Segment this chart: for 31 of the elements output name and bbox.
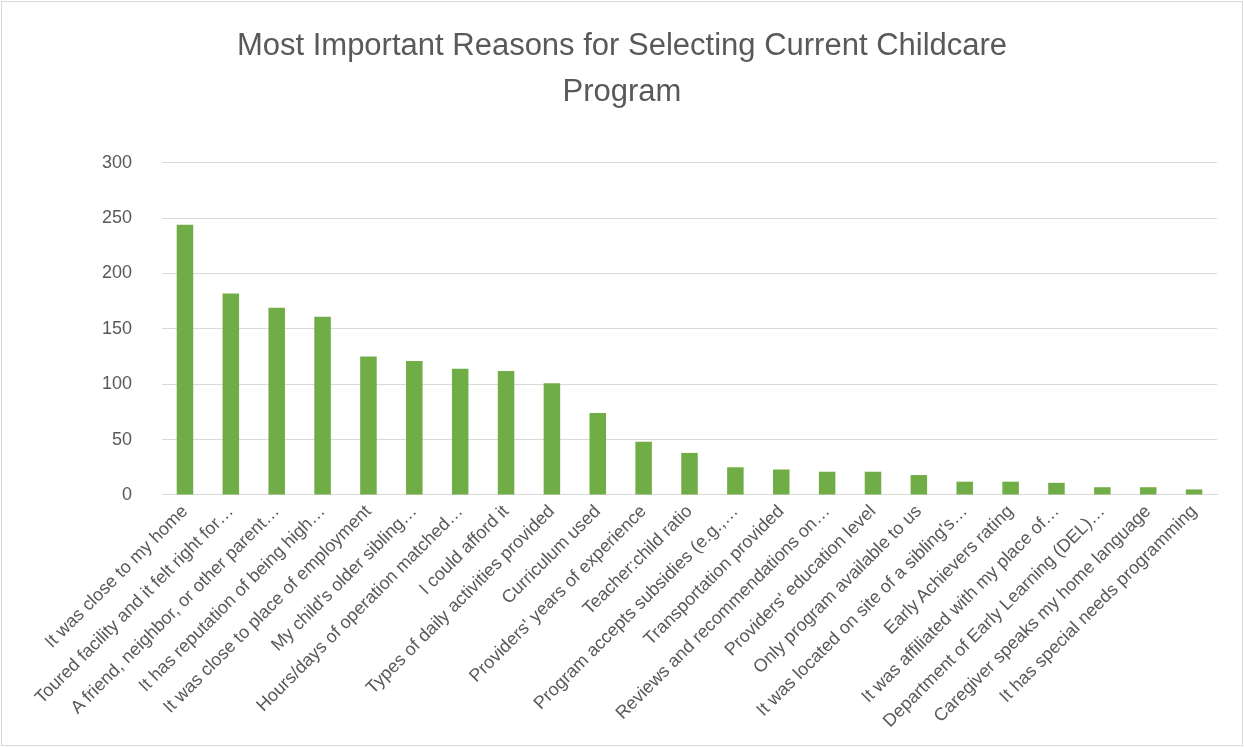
y-tick-label: 100 (101, 373, 133, 394)
chart-title: Most Important Reasons for Selecting Current Childcare Program (235, 26, 1009, 110)
bar (681, 452, 698, 495)
bar (497, 370, 515, 495)
bar (268, 307, 285, 495)
bar (176, 224, 194, 495)
bar (406, 360, 423, 495)
bar (956, 481, 973, 495)
y-tick-label: 50 (112, 428, 133, 449)
bar (589, 413, 607, 495)
bar (910, 475, 928, 495)
bar (864, 471, 882, 495)
bar (543, 383, 561, 495)
bar (818, 471, 836, 495)
y-tick-label: 250 (101, 207, 133, 228)
bar (451, 368, 469, 495)
bar (1002, 481, 1019, 495)
bar (635, 441, 652, 495)
y-tick-label: 150 (101, 317, 133, 338)
bar (1139, 487, 1157, 495)
bar (222, 293, 240, 495)
bar (314, 316, 331, 495)
bar (360, 356, 377, 495)
bar (1185, 489, 1203, 495)
y-tick-label: 0 (122, 483, 133, 504)
bar (773, 469, 790, 495)
y-tick-label: 200 (101, 262, 133, 283)
y-tick-label: 300 (101, 151, 133, 172)
bar (1048, 482, 1065, 495)
bar (727, 467, 744, 495)
bar (1094, 487, 1111, 495)
